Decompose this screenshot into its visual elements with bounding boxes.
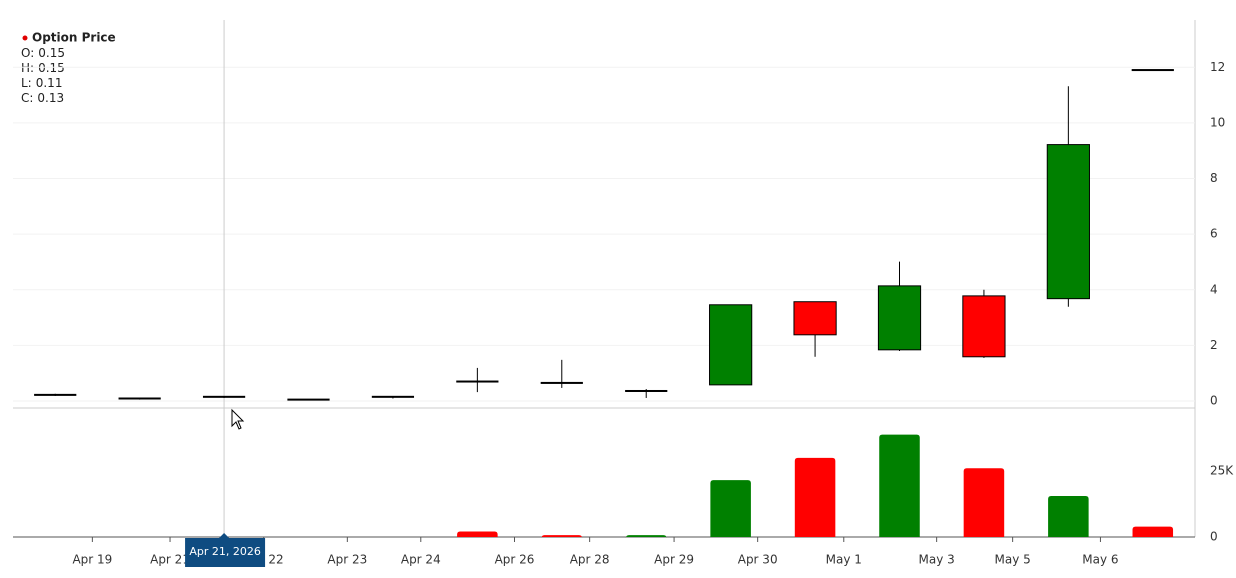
y-tick-label: 0 [1210, 394, 1218, 408]
legend-item-label: O: [21, 46, 34, 60]
x-tick-label: Apr 30 [738, 553, 778, 567]
legend-item-value: 0.15 [38, 46, 65, 60]
x-tick-label: Apr 23 [327, 553, 367, 567]
candle-body [962, 295, 1006, 358]
crosshair-tooltip: Apr 21, 2026 [185, 533, 266, 567]
y-tick-label: 8 [1210, 171, 1218, 185]
volume-bar [1132, 526, 1174, 537]
y-tick-label: 2 [1210, 338, 1218, 352]
y-tick-label: 6 [1210, 227, 1218, 241]
candle-body [540, 381, 583, 384]
volume-bar [541, 535, 583, 539]
volume-bar [963, 468, 1005, 537]
volume-bar [710, 480, 751, 537]
candle-body [709, 304, 753, 386]
candle-body [793, 301, 837, 336]
legend-item: O: 0.15 [21, 46, 65, 60]
legend-item-label: C: [21, 91, 33, 105]
x-tick-label: Apr 26 [495, 553, 535, 567]
legend-marker [22, 35, 28, 41]
legend-item-label: L: [21, 76, 32, 90]
x-tick-label: May 5 [995, 553, 1031, 567]
volume-bar [794, 457, 836, 537]
volume-bar [879, 434, 920, 537]
tooltip-label: Apr 21, 2026 [189, 545, 261, 558]
x-tick-label: Apr 19 [72, 553, 112, 567]
y-tick-label: 4 [1210, 282, 1218, 296]
x-tick-label: Apr 28 [570, 553, 610, 567]
x-tick-label: Apr 24 [401, 553, 441, 567]
candle-body [287, 398, 330, 401]
candle-body [34, 393, 77, 396]
tooltip-box [185, 533, 266, 567]
x-tick-label: May 3 [919, 553, 955, 567]
x-tick-label: Apr 21 [150, 553, 190, 567]
candle-body [1046, 144, 1090, 300]
candle-body [625, 389, 668, 392]
y-tick-label: 25K [1210, 463, 1234, 477]
candle-body [456, 380, 499, 383]
legend-title: Option Price [32, 31, 116, 45]
y-tick-label: 12 [1210, 60, 1225, 74]
x-tick-label: May 6 [1082, 553, 1118, 567]
candle-body [371, 395, 415, 398]
candle-body [118, 397, 161, 400]
candle-body [1131, 69, 1174, 72]
candle-body [877, 285, 922, 351]
mouse-cursor [231, 408, 245, 430]
candle-body [202, 395, 246, 398]
volume-bar [1048, 496, 1089, 537]
y-tick-label: 0 [1210, 530, 1218, 544]
volume-bar [457, 531, 498, 537]
volume-bar [625, 535, 667, 539]
x-tick-label: May 1 [826, 553, 862, 567]
y-tick-label: 10 [1210, 115, 1225, 129]
x-tick-label: Apr 29 [654, 553, 694, 567]
legend-item: C: 0.13 [21, 91, 64, 105]
legend-item-value: 0.13 [37, 91, 64, 105]
legend-item-value: 0.11 [36, 76, 63, 90]
legend-item: L: 0.11 [21, 76, 62, 90]
